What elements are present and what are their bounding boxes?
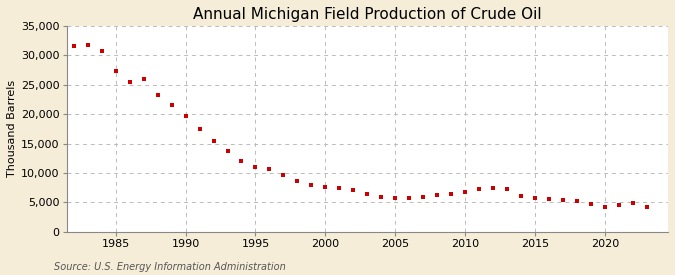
Point [222, 148, 233, 153]
Point [306, 183, 317, 188]
Point [502, 187, 512, 192]
Point [208, 138, 219, 143]
Point [446, 191, 457, 196]
Point [488, 186, 499, 191]
Point [390, 196, 401, 200]
Point [138, 77, 149, 82]
Point [320, 184, 331, 189]
Point [530, 196, 541, 200]
Point [418, 194, 429, 199]
Point [586, 201, 597, 206]
Point [152, 93, 163, 98]
Point [572, 199, 583, 204]
Point [166, 103, 177, 108]
Point [82, 43, 93, 48]
Point [614, 203, 624, 207]
Y-axis label: Thousand Barrels: Thousand Barrels [7, 80, 17, 177]
Point [110, 69, 121, 73]
Point [348, 188, 359, 192]
Text: Source: U.S. Energy Information Administration: Source: U.S. Energy Information Administ… [54, 262, 286, 272]
Point [516, 194, 526, 198]
Point [362, 192, 373, 196]
Point [54, 37, 65, 42]
Point [376, 194, 387, 199]
Point [194, 127, 205, 131]
Point [97, 49, 107, 53]
Point [250, 165, 261, 169]
Point [236, 158, 247, 163]
Point [124, 79, 135, 84]
Point [599, 205, 610, 209]
Point [474, 187, 485, 192]
Point [292, 178, 303, 183]
Point [544, 197, 555, 201]
Point [180, 114, 191, 118]
Title: Annual Michigan Field Production of Crude Oil: Annual Michigan Field Production of Crud… [193, 7, 541, 22]
Point [460, 190, 470, 195]
Point [404, 196, 414, 200]
Point [334, 186, 345, 190]
Point [68, 44, 79, 49]
Point [628, 201, 639, 205]
Point [264, 167, 275, 171]
Point [642, 204, 653, 209]
Point [278, 173, 289, 178]
Point [432, 193, 443, 197]
Point [558, 198, 568, 202]
